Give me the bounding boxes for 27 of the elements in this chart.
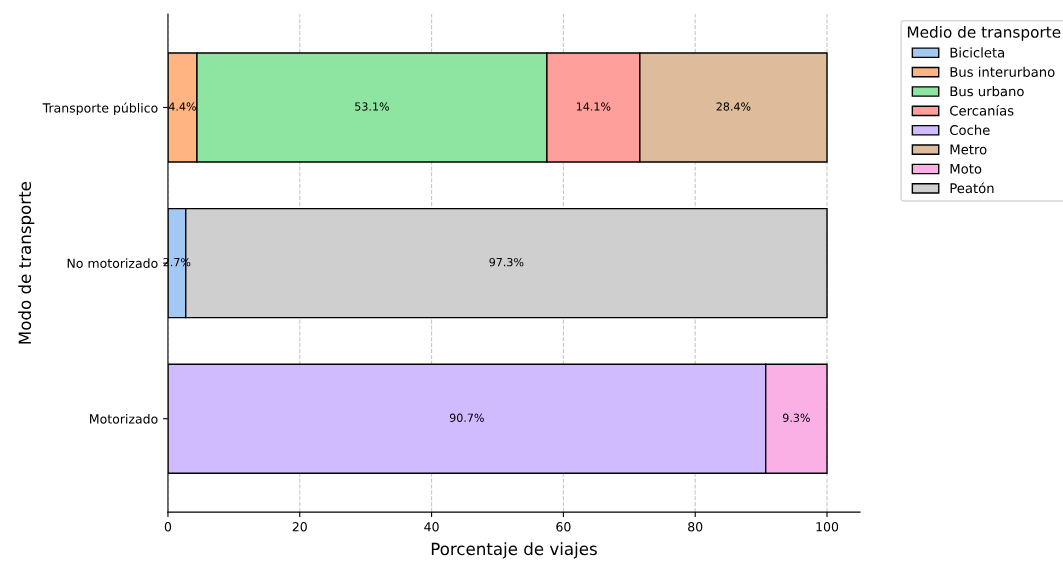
x-tick-label: 40 — [424, 522, 439, 532]
x-tick-label: 0 — [164, 522, 172, 532]
legend-label: Bicicleta — [950, 47, 1005, 58]
data-label: 53.1% — [355, 102, 389, 111]
legend-title: Medio de transporte — [907, 25, 1061, 41]
data-label: 14.1% — [576, 102, 611, 111]
legend-label: Coche — [950, 124, 990, 136]
legend-label: Moto — [950, 163, 982, 174]
x-tick-label: 100 — [816, 522, 839, 532]
data-label: 97.3% — [489, 257, 524, 267]
y-tick-label: No motorizado — [67, 258, 158, 269]
y-tick-label: Transporte público — [42, 102, 158, 116]
x-tick-label: 80 — [688, 522, 703, 532]
legend-label: Bus urbano — [950, 86, 1024, 97]
y-tick-label: Motorizado — [90, 413, 158, 424]
legend-label: Cercanías — [950, 104, 1014, 116]
data-label: 28.4% — [716, 102, 751, 111]
x-axis-title: Porcentaje de viajes — [431, 542, 597, 559]
legend-label: Bus interurbano — [950, 66, 1055, 77]
data-label: 4.4% — [168, 102, 196, 111]
y-axis-title: Modo de transporte — [18, 181, 35, 344]
legend-label: Peatón — [950, 182, 994, 194]
x-tick-label: 20 — [292, 522, 307, 532]
legend-label: Metro — [950, 144, 987, 155]
data-label: 90.7% — [449, 413, 484, 422]
data-label: 9.3% — [782, 413, 810, 422]
x-tick-label: 60 — [556, 522, 571, 532]
